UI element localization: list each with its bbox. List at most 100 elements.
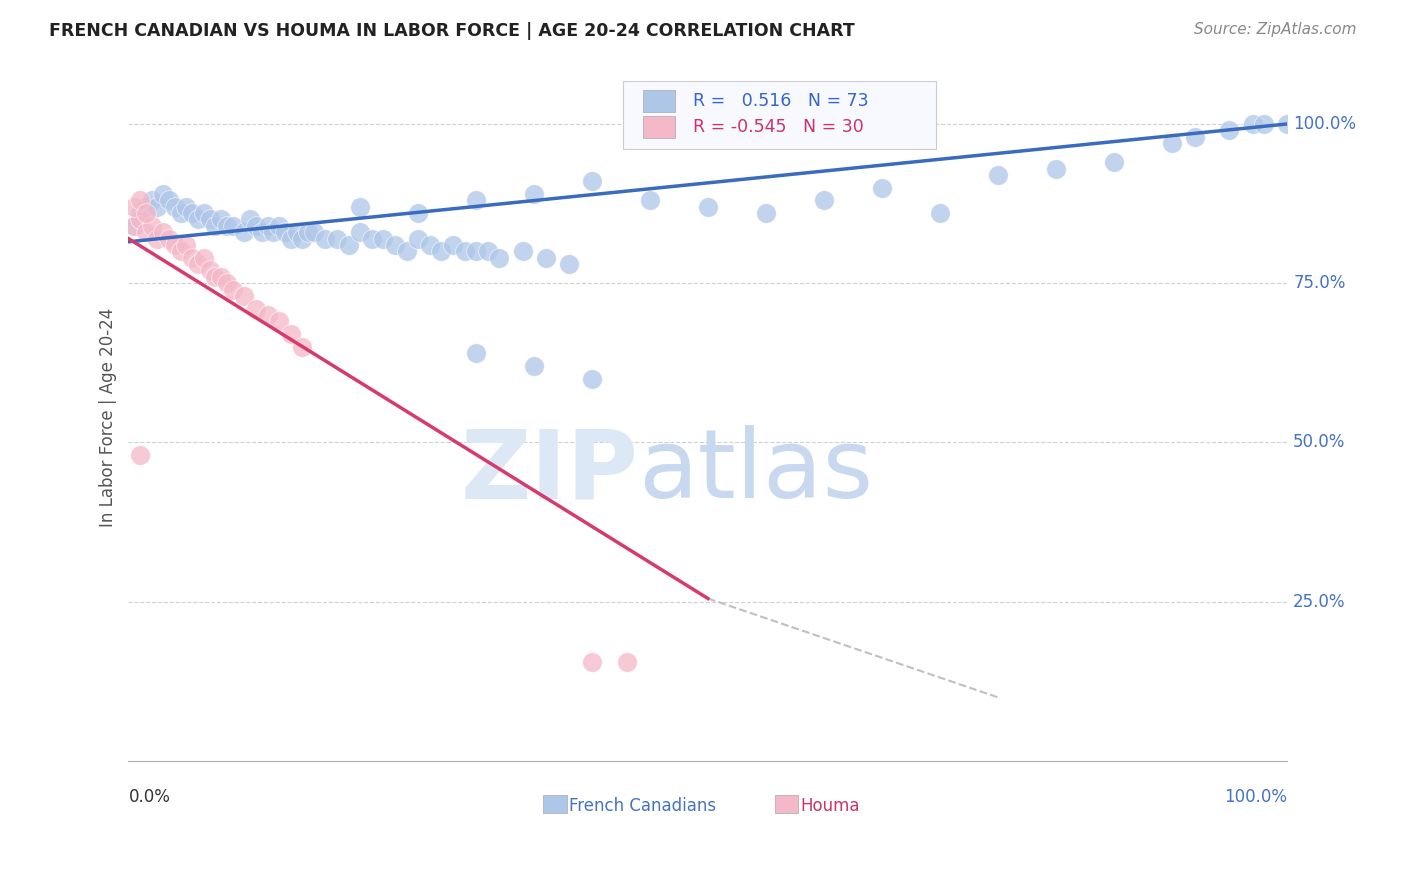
Point — [181, 206, 204, 220]
Text: FRENCH CANADIAN VS HOUMA IN LABOR FORCE | AGE 20-24 CORRELATION CHART: FRENCH CANADIAN VS HOUMA IN LABOR FORCE … — [49, 22, 855, 40]
Point — [187, 212, 209, 227]
Point — [122, 219, 145, 233]
Point — [1218, 123, 1240, 137]
Point — [129, 448, 152, 462]
Point — [181, 251, 204, 265]
Point — [349, 200, 371, 214]
Point — [453, 244, 475, 259]
Point — [129, 212, 152, 227]
Point — [285, 225, 308, 239]
Point — [581, 655, 603, 669]
Point — [122, 219, 145, 233]
Point — [193, 206, 215, 220]
Text: French Canadians: French Canadians — [569, 797, 716, 814]
Text: R =   0.516   N = 73: R = 0.516 N = 73 — [693, 92, 869, 111]
Point — [198, 212, 221, 227]
Point — [928, 206, 950, 220]
Point — [209, 269, 232, 284]
Y-axis label: In Labor Force | Age 20-24: In Labor Force | Age 20-24 — [100, 308, 117, 526]
Point — [1160, 136, 1182, 150]
Point — [638, 194, 661, 208]
Text: Houma: Houma — [800, 797, 860, 814]
Point — [465, 244, 488, 259]
Point — [157, 194, 180, 208]
Point — [384, 238, 406, 252]
Point — [512, 244, 534, 259]
Point — [291, 231, 314, 245]
Point — [169, 206, 191, 220]
Point — [135, 200, 157, 214]
Point — [280, 327, 302, 342]
Point — [581, 174, 603, 188]
Point — [239, 212, 262, 227]
Point — [477, 244, 499, 259]
Text: atlas: atlas — [638, 425, 873, 518]
Point — [163, 238, 186, 252]
Point — [813, 194, 835, 208]
Point — [406, 206, 429, 220]
Point — [534, 251, 557, 265]
Point — [360, 231, 382, 245]
Point — [274, 225, 297, 239]
Point — [256, 219, 278, 233]
Bar — [543, 796, 567, 813]
Point — [697, 200, 720, 214]
Point — [870, 180, 893, 194]
Point — [233, 289, 256, 303]
Point — [581, 372, 603, 386]
Point — [419, 238, 441, 252]
Point — [488, 251, 510, 265]
Point — [129, 194, 152, 208]
Point — [135, 225, 157, 239]
Point — [141, 219, 163, 233]
Point — [523, 186, 546, 201]
Bar — [643, 90, 675, 112]
Point — [280, 231, 302, 245]
Point — [176, 238, 198, 252]
Point — [245, 301, 267, 316]
Point — [558, 257, 581, 271]
Point — [169, 244, 191, 259]
Point — [1184, 129, 1206, 144]
Text: 75.0%: 75.0% — [1294, 274, 1346, 293]
Point — [250, 225, 273, 239]
FancyBboxPatch shape — [623, 81, 936, 149]
Point — [163, 200, 186, 214]
Point — [395, 244, 418, 259]
Point — [349, 225, 371, 239]
Point — [465, 194, 488, 208]
Point — [1102, 155, 1125, 169]
Text: 100.0%: 100.0% — [1225, 789, 1288, 806]
Point — [245, 219, 267, 233]
Point — [204, 219, 226, 233]
Point — [987, 168, 1010, 182]
Point — [135, 206, 157, 220]
Point — [262, 225, 284, 239]
Point — [326, 231, 349, 245]
Point — [222, 283, 245, 297]
Point — [523, 359, 546, 373]
Point — [1241, 117, 1264, 131]
Point — [204, 269, 226, 284]
Point — [141, 194, 163, 208]
Point — [1253, 117, 1275, 131]
Point — [215, 276, 238, 290]
Text: 0.0%: 0.0% — [128, 789, 170, 806]
Point — [465, 346, 488, 360]
Bar — [643, 116, 675, 138]
Text: 50.0%: 50.0% — [1294, 434, 1346, 451]
Point — [430, 244, 453, 259]
Point — [302, 225, 325, 239]
Point — [152, 225, 174, 239]
Point — [129, 206, 152, 220]
Point — [152, 186, 174, 201]
Text: ZIP: ZIP — [461, 425, 638, 518]
Point — [441, 238, 464, 252]
Point — [193, 251, 215, 265]
Point — [198, 263, 221, 277]
Point — [146, 200, 169, 214]
Text: 100.0%: 100.0% — [1294, 115, 1357, 133]
Point — [146, 231, 169, 245]
Point — [157, 231, 180, 245]
Point — [337, 238, 360, 252]
